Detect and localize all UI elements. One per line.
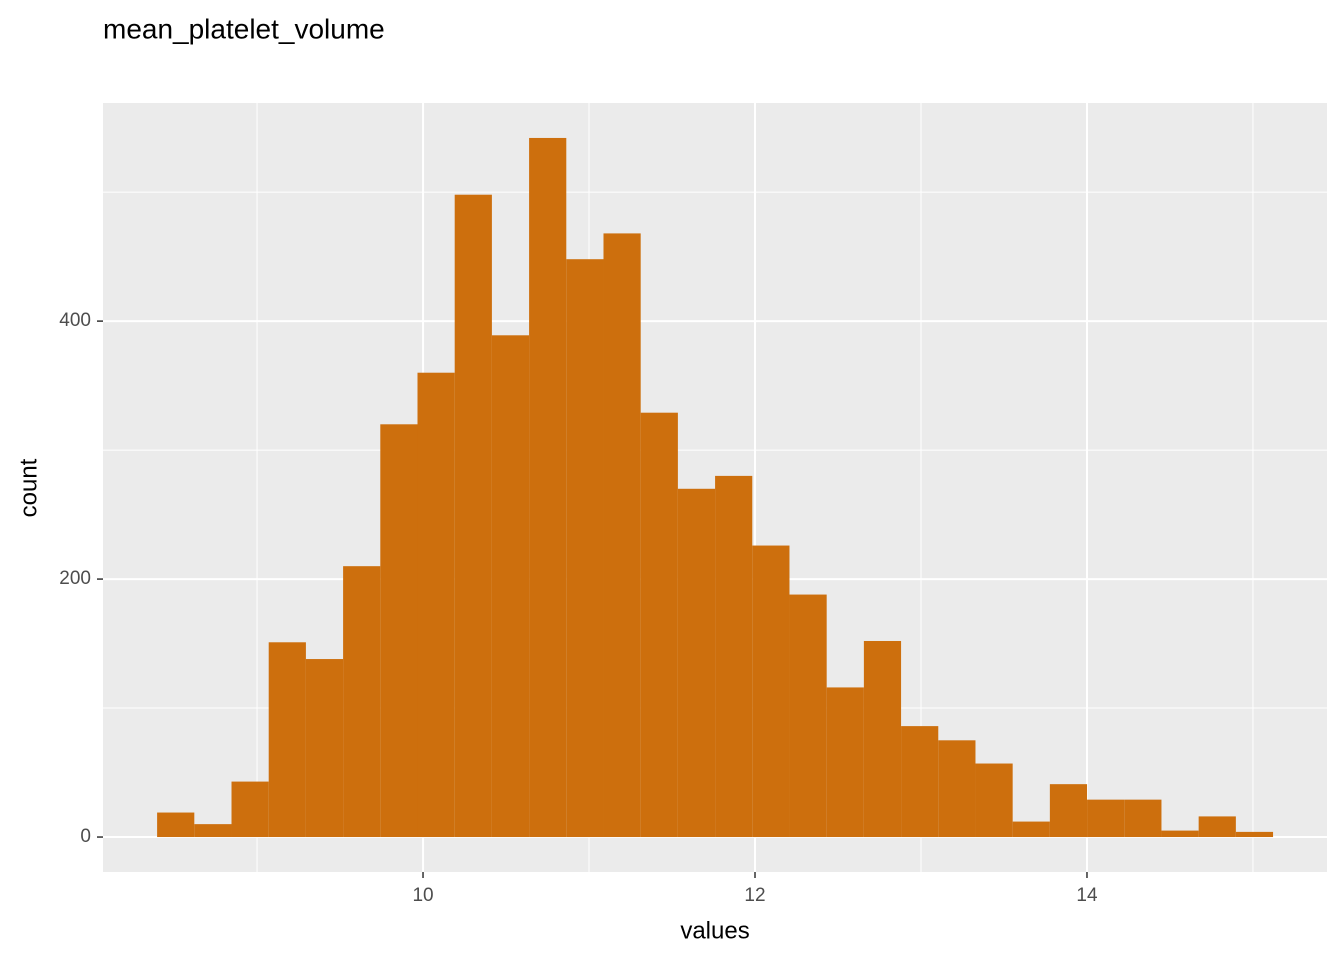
- bar: [640, 412, 678, 838]
- bar: [491, 335, 530, 838]
- y-tick-label: 0: [80, 826, 91, 847]
- bar: [826, 687, 864, 838]
- bar: [715, 475, 753, 838]
- bar: [268, 642, 306, 838]
- bar: [417, 372, 455, 838]
- bar: [305, 659, 344, 838]
- bar: [1049, 784, 1088, 838]
- bar: [1235, 831, 1274, 838]
- x-tick-label: 10: [412, 885, 433, 906]
- chart-title: mean_platelet_volume: [103, 13, 385, 44]
- bar: [863, 640, 902, 838]
- x-tick-label: 12: [744, 885, 765, 906]
- y-axis-title: count: [15, 458, 42, 517]
- y-tick-label: 400: [59, 310, 91, 331]
- bar: [975, 763, 1013, 838]
- bar: [566, 259, 604, 838]
- bar: [454, 194, 492, 838]
- x-axis-title: values: [680, 917, 749, 944]
- bar: [789, 594, 827, 838]
- bar: [380, 424, 418, 838]
- bar: [677, 488, 716, 838]
- bar: [157, 812, 195, 838]
- bar: [529, 137, 567, 838]
- y-tick-label: 200: [59, 568, 91, 589]
- bar: [1161, 830, 1199, 838]
- bar: [1198, 816, 1236, 838]
- bar: [343, 566, 381, 838]
- bar: [752, 545, 790, 838]
- bar: [231, 781, 269, 838]
- bar: [194, 824, 232, 838]
- bar: [1012, 821, 1050, 838]
- bar: [901, 726, 939, 838]
- bar: [1087, 799, 1125, 838]
- bar: [603, 233, 641, 838]
- x-tick-label: 14: [1076, 885, 1098, 906]
- bar: [1124, 799, 1162, 838]
- bar: [938, 740, 976, 838]
